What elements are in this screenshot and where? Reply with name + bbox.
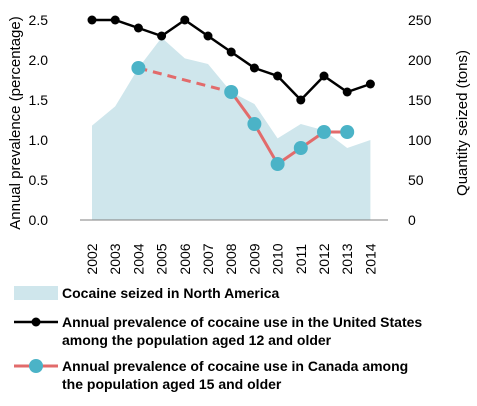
x-tick-label: 2013 [339, 243, 355, 274]
canada-point-2012 [317, 125, 331, 139]
us-point-2006 [180, 15, 190, 25]
us-point-2004 [133, 23, 143, 33]
x-tick-label: 2010 [270, 243, 286, 274]
us-point-2008 [226, 47, 236, 57]
right-tick-label: 250 [408, 12, 432, 28]
legend-label-us-line-1: among the population aged 12 and older [62, 332, 332, 348]
us-point-2009 [249, 63, 259, 73]
canada-point-2010 [270, 157, 285, 171]
legend-label-area: Cocaine seized in North America [62, 285, 280, 301]
legend-label-us-line-0: Annual prevalence of cocaine use in the … [62, 314, 422, 330]
legend-label-canada-line-1: the population aged 15 and older [62, 376, 282, 392]
y-axis-title-left: Annual prevalence (percentage) [7, 16, 24, 229]
canada-line-segment [253, 123, 279, 165]
x-tick-label: 2002 [84, 243, 100, 274]
x-tick-label: 2014 [362, 243, 378, 274]
legend-swatch-canada-marker [29, 359, 43, 373]
canada-point-2011 [293, 141, 308, 155]
x-tick-label: 2009 [246, 243, 262, 274]
canada-point-2008 [224, 85, 239, 99]
left-tick-label: 2.0 [29, 52, 49, 68]
right-tick-label: 200 [408, 52, 432, 68]
legend-swatch-us-marker [31, 317, 41, 327]
x-tick-label: 2006 [177, 243, 193, 274]
us-point-2005 [157, 31, 167, 41]
x-tick-label: 2011 [293, 244, 309, 274]
right-tick-label: 50 [408, 172, 424, 188]
right-tick-label: 100 [408, 132, 432, 148]
left-tick-label: 1.0 [29, 132, 49, 148]
right-tick-label: 150 [408, 92, 432, 108]
canada-point-2013 [340, 125, 355, 139]
us-point-2014 [365, 79, 375, 89]
us-point-2002 [87, 15, 97, 25]
legend-swatch-area [14, 286, 58, 300]
canada-point-2009 [247, 117, 262, 131]
x-tick-label: 2003 [107, 243, 123, 274]
left-tick-label: 0.5 [29, 172, 49, 188]
y-axis-title-right: Quantity seized (tons) [454, 50, 471, 196]
us-point-2012 [319, 71, 329, 81]
x-tick-label: 2008 [223, 243, 239, 274]
x-tick-label: 2004 [130, 243, 146, 274]
canada-point-2004 [131, 61, 146, 75]
us-point-2011 [296, 95, 306, 105]
left-tick-label: 2.5 [29, 12, 49, 28]
right-tick-label: 0 [408, 212, 416, 228]
us-point-2003 [110, 15, 120, 25]
left-tick-label: 0.0 [29, 212, 49, 228]
legend-label-canada-line-0: Annual prevalence of cocaine use in Cana… [62, 358, 408, 374]
area-cocaine-seized [92, 37, 371, 220]
left-tick-label: 1.5 [29, 92, 49, 108]
x-tick-label: 2005 [154, 243, 170, 274]
canada-dashed-segment [138, 66, 232, 94]
us-point-2010 [273, 71, 283, 81]
x-tick-label: 2012 [316, 243, 332, 274]
us-point-2007 [203, 31, 213, 41]
x-tick-label: 2007 [200, 243, 216, 274]
us-point-2013 [342, 87, 352, 97]
